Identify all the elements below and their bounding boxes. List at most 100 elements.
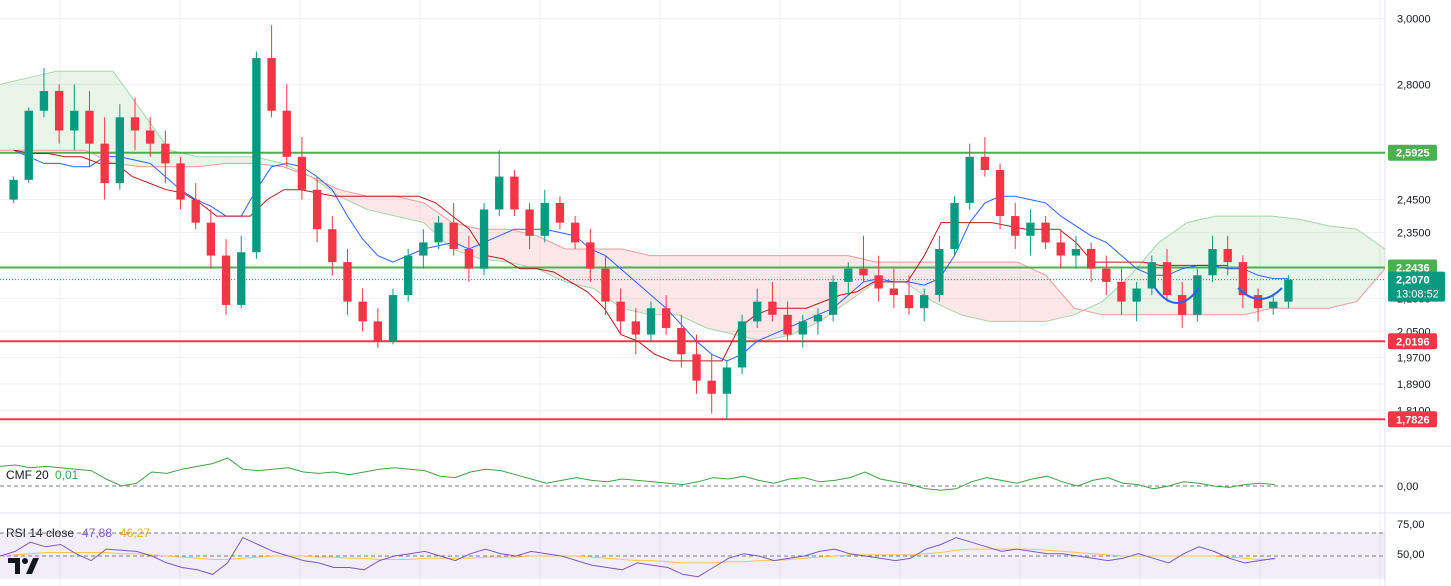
rsi-label: RSI 14 close	[6, 526, 74, 540]
ichimoku-cloud	[0, 70, 1386, 342]
candle-body	[874, 275, 883, 289]
indicator-lines	[13, 149, 1289, 362]
candle-body	[312, 189, 322, 230]
candle-body	[267, 58, 276, 111]
candle-body	[297, 156, 307, 190]
candle-body	[1086, 248, 1096, 269]
candle-body	[130, 117, 140, 131]
rsi-pane: RSI 14 close 47,88 46,27 75,00 50,00	[0, 519, 1425, 579]
cloud-segment	[989, 262, 1018, 322]
price-tick-label: 1,9700	[1397, 353, 1431, 365]
candle-body	[1102, 268, 1111, 282]
cloud-segment	[1271, 216, 1301, 309]
candle-body	[1011, 216, 1020, 236]
level-badge-label: 2,0196	[1396, 336, 1430, 348]
price-tick-label: 2,8000	[1397, 79, 1431, 91]
candle-body	[753, 301, 762, 322]
candle-body	[813, 314, 823, 322]
candle-body	[692, 354, 701, 381]
candle-body	[479, 209, 489, 269]
candle-body	[935, 248, 944, 296]
candle-body	[616, 301, 625, 322]
price-badges: 2,5925 2,2436 2,0196 1,7826 2,2070 13:08:52	[1388, 144, 1445, 428]
current-price-label: 2,2070	[1396, 275, 1430, 287]
candle-body	[707, 380, 716, 394]
candle-body	[115, 117, 124, 184]
candle-body	[859, 268, 868, 276]
candle-body	[965, 156, 974, 203]
cloud-segment	[226, 156, 255, 164]
candle-body	[555, 202, 565, 223]
level-badge	[1388, 411, 1437, 428]
candle-body	[176, 163, 185, 200]
cloud-segment	[169, 150, 198, 167]
cup-annotation	[1154, 287, 1200, 304]
cloud-segment	[904, 262, 933, 302]
candle-body	[570, 222, 580, 243]
cmf-axis-tick: 0,00	[1397, 481, 1418, 493]
candle-body	[1178, 295, 1187, 315]
candle-body	[1147, 262, 1156, 289]
candle-body	[70, 110, 79, 131]
candle-body	[1208, 248, 1217, 276]
candle-body	[677, 327, 686, 355]
annotations	[1154, 287, 1283, 304]
price-tick-label: 3,0000	[1397, 14, 1431, 26]
candle-body	[920, 295, 929, 309]
candle-body	[24, 110, 33, 180]
cloud-segment	[0, 77, 29, 151]
candle-body	[404, 255, 413, 296]
countdown-label: 13:08:52	[1396, 289, 1439, 301]
cloud-segment	[678, 255, 707, 328]
level-badge	[1388, 333, 1437, 350]
candle-body	[828, 281, 838, 315]
candle-body	[100, 143, 109, 184]
candle-body	[495, 176, 504, 210]
cloud-segment	[706, 255, 735, 335]
candle-body	[85, 110, 94, 144]
candle-body	[54, 90, 64, 131]
candle-body	[237, 252, 246, 305]
rsi-axis-tick-50: 50,00	[1397, 549, 1425, 561]
candle-body	[221, 255, 231, 305]
candle-body	[358, 301, 367, 322]
candle-body	[737, 321, 747, 368]
level-badge-label: 1,7826	[1396, 414, 1430, 426]
candle-body	[1026, 222, 1035, 236]
tradingview-logo	[8, 558, 39, 574]
price-tick-label: 1,8900	[1397, 379, 1431, 391]
candle-body	[146, 130, 155, 144]
cloud-segment	[1045, 275, 1075, 322]
candle-body	[191, 199, 200, 223]
cloud-segment	[1300, 219, 1329, 309]
cmf-line	[0, 457, 1275, 491]
candle-body	[662, 308, 671, 328]
candle-body	[783, 314, 792, 335]
level-badge	[1388, 259, 1437, 276]
rsi-axis-tick-75: 75,00	[1397, 519, 1425, 531]
candle-body	[419, 242, 428, 256]
kijun-line	[14, 149, 1228, 362]
price-tick-label: 2,4500	[1397, 195, 1431, 207]
cloud-segment	[1243, 216, 1272, 315]
candle-body	[1238, 262, 1248, 296]
candle-body	[1193, 275, 1202, 315]
candle-body	[1041, 222, 1050, 243]
candle-body	[1162, 262, 1172, 296]
level-badge	[1388, 144, 1437, 161]
candle-body	[464, 248, 474, 269]
candle-body	[1071, 248, 1081, 256]
candle-body	[373, 321, 382, 342]
price-axis: 3,00002,80002,45002,35002,15002,05001,97…	[1397, 14, 1431, 418]
candle-body	[39, 90, 49, 111]
candle-body	[631, 321, 640, 335]
cmf-pane: CMF 20 0,01 0,00	[0, 457, 1418, 493]
candle-body	[904, 295, 914, 309]
candle-body	[1223, 248, 1232, 263]
candle-body	[328, 229, 337, 263]
cloud-segment	[1356, 229, 1385, 302]
candle-body	[388, 295, 398, 342]
level-badge-label: 2,5925	[1396, 148, 1430, 160]
candle-body	[1269, 301, 1278, 309]
